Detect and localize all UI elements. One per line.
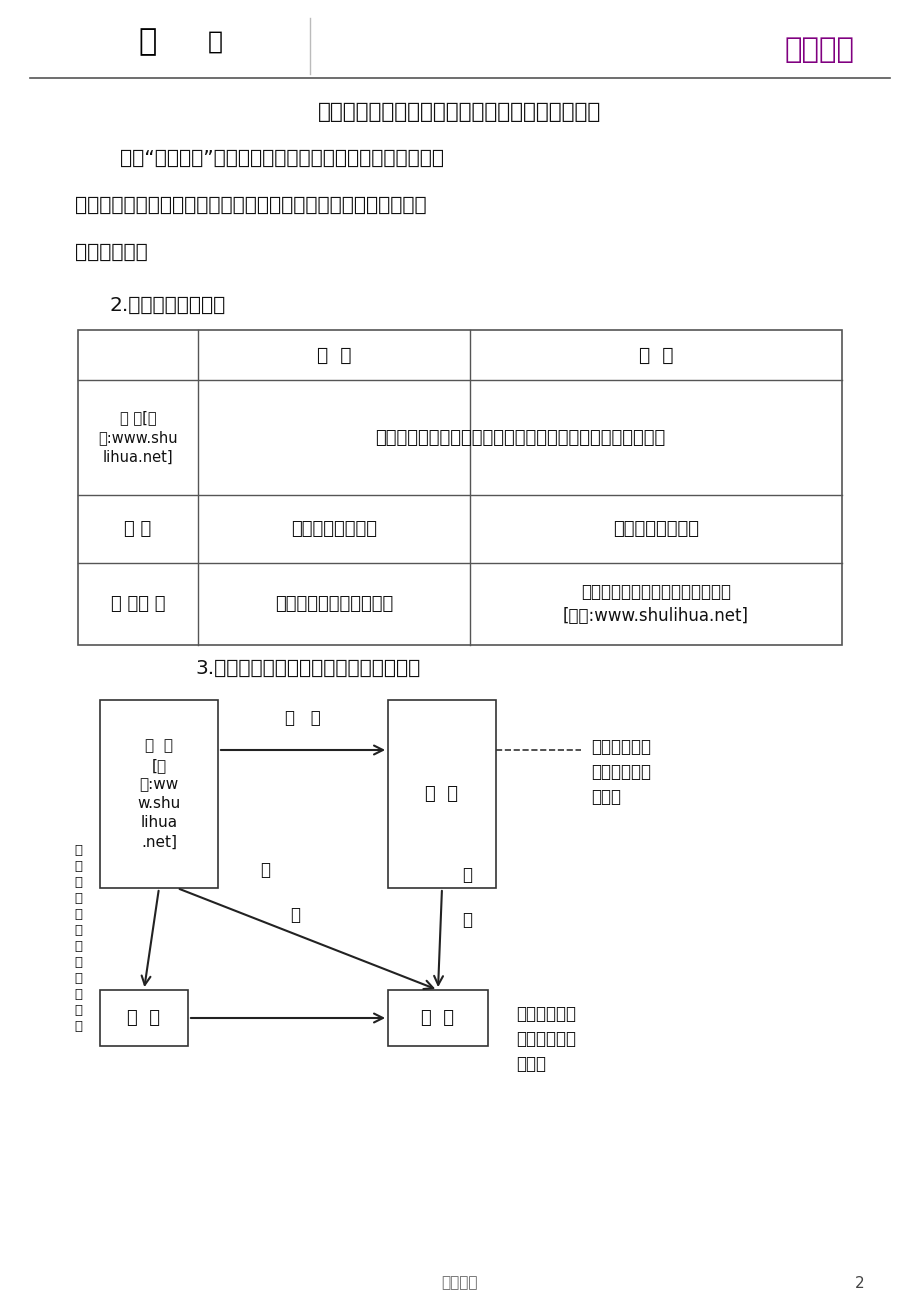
Text: 🐝: 🐝 [208, 30, 222, 53]
Text: 元  素: 元 素 [128, 1009, 160, 1027]
Text: 原  子
[来
源:ww
w.shu
lihua
.net]: 原 子 [来 源:ww w.shu lihua .net] [137, 738, 180, 849]
Bar [78, 329, 841, 644]
Bar [388, 990, 487, 1046]
Text: 使 用范 围: 使 用范 围 [110, 595, 165, 613]
Text: 微观粒子（既
讲种类，又讲
个数）: 微观粒子（既 讲种类，又讲 个数） [590, 738, 651, 806]
Text: 构   成: 构 成 [285, 710, 321, 727]
Text: 相
一
类
原
子
总
称
同
核
电
荷
数: 相 一 类 原 子 总 称 同 核 电 荷 数 [74, 845, 82, 1034]
Text: 联 系[来
源:www.shu
lihua.net]: 联 系[来 源:www.shu lihua.net] [98, 410, 177, 465]
Text: 3.物质、元素、分子、原子的区别与联系: 3.物质、元素、分子、原子的区别与联系 [195, 659, 420, 677]
Text: 不一定相同的一类原子，之所以把它们归成一类，是因为它们的化: 不一定相同的一类原子，之所以把它们归成一类，是因为它们的化 [75, 195, 426, 215]
Text: 用于描述微观微粒（分子）的结构
[来源:www.shulihua.net]: 用于描述微观微粒（分子）的结构 [来源:www.shulihua.net] [562, 583, 748, 625]
Bar [100, 700, 218, 888]
Text: 元  素: 元 素 [316, 345, 351, 365]
Text: 构: 构 [461, 866, 471, 884]
Text: 学海无涯: 学海无涯 [784, 36, 854, 64]
Text: 元素是具有相同核电荷数（即核内质子数）的一类原子的总称: 元素是具有相同核电荷数（即核内质子数）的一类原子的总称 [374, 428, 664, 447]
Text: 分  子: 分 子 [425, 785, 458, 803]
Text: 构: 构 [260, 861, 269, 879]
Text: 2: 2 [855, 1276, 864, 1290]
Text: 注：“一类原子”指的是其核电荷数相同而核内所含中子数并: 注：“一类原子”指的是其核电荷数相同而核内所含中子数并 [119, 148, 444, 168]
Text: 只讲种类不讲个数: 只讲种类不讲个数 [290, 519, 377, 538]
Bar [388, 700, 495, 888]
Text: 原子的核电荷数（即核内质子数）决定元素的种类: 原子的核电荷数（即核内质子数）决定元素的种类 [318, 102, 601, 122]
Text: 🐝: 🐝 [139, 27, 157, 56]
Text: 物  质: 物 质 [421, 1009, 454, 1027]
Text: 实用文档: 实用文档 [441, 1276, 478, 1290]
Text: 原  子: 原 子 [638, 345, 673, 365]
Text: 成: 成 [461, 911, 471, 930]
Text: 2.元素与原子的比较: 2.元素与原子的比较 [110, 296, 226, 315]
Text: 既讲种类又讲个数: 既讲种类又讲个数 [612, 519, 698, 538]
Text: 宏观概念（只
讲种类，不讲
个数）: 宏观概念（只 讲种类，不讲 个数） [516, 1005, 575, 1073]
Bar [100, 990, 187, 1046]
Text: 区 别: 区 别 [124, 519, 152, 538]
Text: 用于描述宏观物质的组成: 用于描述宏观物质的组成 [275, 595, 392, 613]
Text: 学性质相同。: 学性质相同。 [75, 242, 148, 262]
Text: 成: 成 [289, 906, 300, 924]
